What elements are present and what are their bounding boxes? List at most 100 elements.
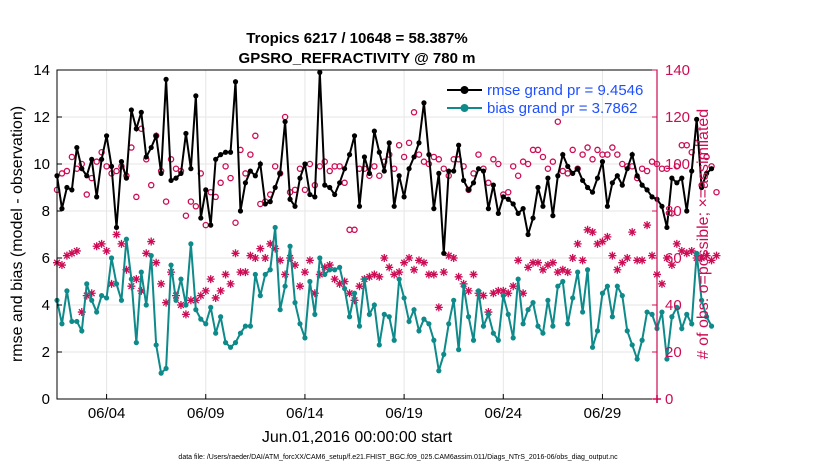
- rmse-point: [178, 170, 184, 176]
- bias-point: [490, 330, 496, 336]
- bias-point: [708, 323, 715, 329]
- bias-point: [69, 318, 75, 325]
- assimilated-point: [603, 232, 612, 241]
- bias-point: [99, 293, 105, 299]
- assimilated-point: [117, 239, 126, 248]
- bias-point: [153, 342, 159, 348]
- assimilated-point: [310, 289, 319, 298]
- bias-point: [575, 269, 581, 275]
- assimilated-point: [320, 263, 329, 272]
- assimilated-point: [300, 268, 309, 277]
- rmse-point: [183, 130, 189, 137]
- legend-bias-label: bias grand pr = 3.7862: [487, 100, 638, 117]
- rmse-point: [703, 170, 710, 176]
- assimilated-point: [400, 258, 409, 267]
- rmse-point: [545, 175, 551, 181]
- bias-point: [218, 314, 224, 320]
- bias-point: [669, 314, 675, 320]
- assimilated-point: [132, 275, 141, 284]
- possible-point: [376, 172, 383, 179]
- bias-point: [332, 267, 338, 273]
- bias-point: [74, 318, 80, 325]
- rmse-point: [525, 231, 531, 238]
- possible-point: [415, 151, 423, 158]
- assimilated-point: [261, 254, 270, 262]
- bias-point: [237, 330, 244, 336]
- possible-point: [395, 141, 403, 149]
- possible-point: [638, 165, 646, 172]
- rmse-point: [371, 128, 377, 134]
- rmse-point: [386, 140, 392, 146]
- bias-point: [371, 302, 377, 308]
- assimilated-point: [623, 254, 632, 262]
- possible-point: [683, 141, 691, 149]
- bias-point: [594, 328, 601, 334]
- possible-point: [430, 153, 438, 161]
- rmse-point: [59, 206, 65, 212]
- rmse-point: [629, 152, 635, 158]
- assimilated-point: [687, 246, 696, 255]
- assimilated-point: [454, 272, 463, 281]
- rmse-point: [208, 222, 214, 228]
- possible-point: [93, 158, 100, 165]
- bias-point: [684, 311, 690, 317]
- rmse-point: [173, 175, 179, 181]
- y-right-tick-label: 20: [665, 344, 682, 361]
- bias-point: [178, 276, 184, 282]
- assimilated-point: [628, 228, 637, 237]
- bias-point: [401, 295, 407, 301]
- assimilated-point: [271, 244, 280, 253]
- rmse-point: [193, 93, 199, 99]
- rmse-point: [634, 173, 640, 179]
- assimilated-point: [643, 221, 652, 230]
- rmse-point: [480, 168, 487, 174]
- possible-point: [147, 181, 155, 189]
- bias-point: [703, 314, 710, 320]
- assimilated-point: [712, 251, 721, 260]
- bias-point: [515, 276, 521, 282]
- rmse-point: [148, 144, 154, 151]
- rmse-point: [143, 154, 149, 160]
- possible-point: [539, 153, 547, 161]
- assimilated-point: [593, 239, 602, 248]
- assimilated-point: [573, 239, 582, 248]
- possible-point: [301, 186, 309, 194]
- rmse-point: [535, 184, 541, 191]
- assimilated-point: [434, 303, 443, 312]
- assimilated-point: [97, 239, 106, 248]
- x-axis: 06/04 06/09 06/14 06/19 06/24 06/29: [88, 394, 621, 422]
- assimilated-point: [672, 239, 681, 248]
- bias-point: [406, 318, 412, 325]
- rmse-point: [64, 184, 70, 191]
- bias-point: [267, 267, 273, 273]
- possible-point: [604, 151, 611, 158]
- rmse-point: [332, 191, 338, 198]
- rmse-point: [664, 224, 670, 231]
- rmse-point: [431, 206, 437, 212]
- assimilated-point: [375, 272, 384, 281]
- bias-point: [619, 293, 625, 299]
- y-left-tick-label: 2: [42, 344, 50, 361]
- bias-point: [530, 300, 536, 306]
- rmse-point: [322, 182, 328, 188]
- bias-point: [94, 309, 100, 315]
- bias-point: [485, 311, 492, 317]
- assimilated-point: [201, 286, 210, 295]
- assimilated-point: [638, 256, 647, 265]
- assimilated-point: [558, 265, 567, 274]
- rmse-point: [609, 180, 615, 186]
- rmse-point: [639, 182, 645, 188]
- possible-point: [584, 144, 591, 151]
- bias-point: [580, 309, 586, 315]
- bias-point: [426, 321, 432, 327]
- possible-point: [217, 179, 224, 187]
- bias-point: [540, 330, 546, 336]
- bias-point: [624, 328, 630, 334]
- assimilated-point: [662, 254, 671, 262]
- rmse-point: [495, 210, 501, 216]
- rmse-point: [257, 161, 263, 167]
- bias-point: [555, 283, 561, 289]
- bias-point: [441, 351, 447, 357]
- rmse-point: [510, 201, 516, 207]
- possible-point: [504, 188, 512, 196]
